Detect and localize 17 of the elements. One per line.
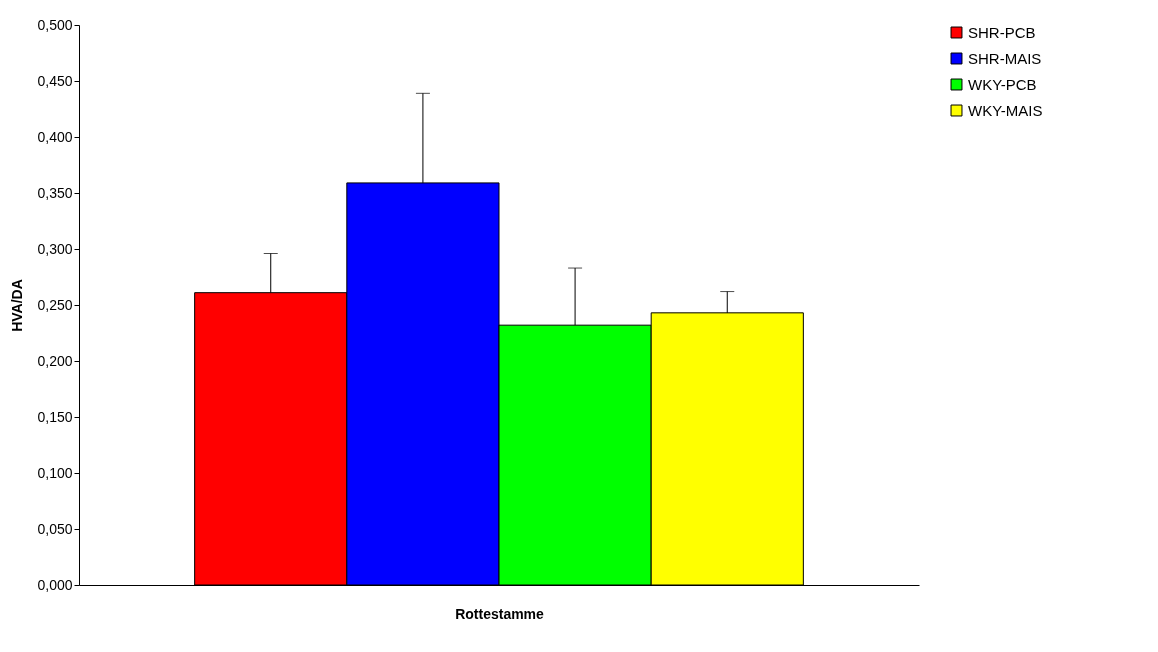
y-tick-label: 0,450 xyxy=(37,72,73,89)
legend-label: SHR-PCB xyxy=(968,23,1036,41)
legend-label: SHR-MAIS xyxy=(968,49,1042,67)
y-axis-title: HVA/DA xyxy=(9,279,26,332)
x-axis-title: Rottestamme xyxy=(455,605,545,622)
y-tick-label: 0,000 xyxy=(37,576,73,593)
y-tick-label: 0,150 xyxy=(37,408,73,425)
y-tick-label: 0,500 xyxy=(37,16,73,33)
y-tick-label: 0,400 xyxy=(37,128,73,145)
legend-label: WKY-PCB xyxy=(968,75,1037,93)
y-tick-label: 0,250 xyxy=(37,296,73,313)
y-tick-label: 0,300 xyxy=(37,240,73,257)
y-tick-label: 0,050 xyxy=(37,520,73,537)
legend-label: WKY-MAIS xyxy=(968,101,1043,119)
y-tick-label: 0,200 xyxy=(37,352,73,369)
y-tick-label: 0,350 xyxy=(37,184,73,201)
y-tick-label: 0,100 xyxy=(37,464,73,481)
